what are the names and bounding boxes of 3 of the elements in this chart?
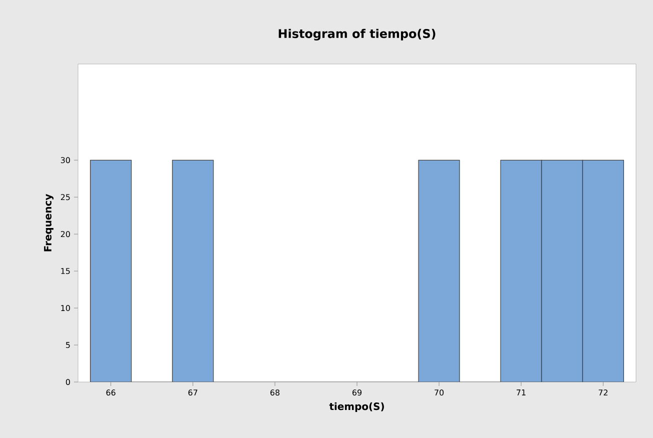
y-axis-title: Frequency bbox=[44, 194, 54, 252]
chart-title: Histogram of tiempo(S) bbox=[278, 28, 436, 40]
x-axis-title: tiempo(S) bbox=[329, 402, 384, 412]
